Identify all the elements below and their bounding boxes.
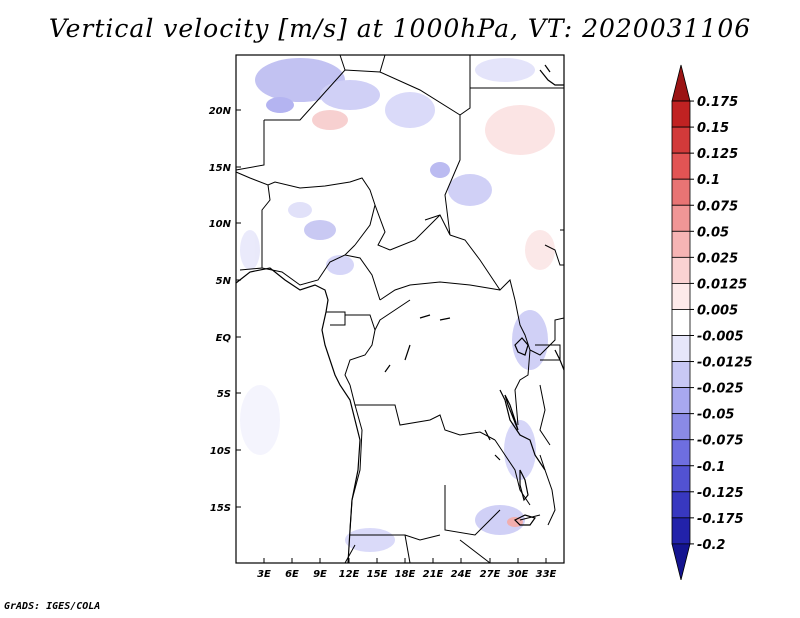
lon-axis <box>263 558 547 563</box>
colorbar-swatch <box>671 204 691 232</box>
colorbar-label: 0.0125 <box>697 277 747 292</box>
lon-label: 18E <box>395 569 416 580</box>
lat-label: 20N <box>209 106 232 117</box>
lat-label: 5S <box>217 389 231 400</box>
map-frame <box>235 54 565 564</box>
lon-label: 15E <box>367 569 388 580</box>
colorbar-label: -0.2 <box>697 538 725 553</box>
colorbar-label: 0.175 <box>697 95 738 110</box>
lon-label: 33E <box>536 569 557 580</box>
colorbar-swatch <box>671 413 691 441</box>
colorbar-labels: 0.175 0.15 0.125 0.1 0.075 0.05 0.025 0.0125 0.0… <box>690 95 753 553</box>
colorbar-swatch <box>671 361 691 388</box>
lat-label: 10N <box>209 219 232 230</box>
colorbar-label: 0.025 <box>697 251 738 266</box>
lat-labels: 20N 15N 10N 5N EQ 5S 10S 15S <box>209 106 232 514</box>
lat-label: EQ <box>216 333 232 344</box>
lat-axis <box>236 109 241 508</box>
lon-label: 6E <box>285 569 299 580</box>
lon-label: 21E <box>423 569 444 580</box>
colorbar-label: -0.125 <box>697 486 744 501</box>
colorbar-swatch <box>671 126 691 154</box>
colorbar-swatch <box>671 335 691 362</box>
colorbar-label: -0.0125 <box>697 356 753 371</box>
colorbar-label: 0.075 <box>697 199 738 214</box>
colorbar-swatch <box>671 64 691 102</box>
colorbar-swatch <box>671 256 691 284</box>
coastline <box>235 64 565 564</box>
colorbar-swatch <box>671 178 691 206</box>
colorbar-label: -0.175 <box>697 512 744 527</box>
colorbar-swatch <box>671 100 691 128</box>
colorbar-label: 0.05 <box>697 225 729 240</box>
colorbar-label: 0.125 <box>697 147 738 162</box>
colorbar-swatch <box>671 491 691 519</box>
colorbar-label: 0.15 <box>697 121 729 136</box>
lon-label: 24E <box>451 569 472 580</box>
lon-label: 9E <box>313 569 327 580</box>
lon-labels: 3E 6E 9E 12E 15E 18E 21E 24E 27E 30E 33E <box>257 569 556 580</box>
colorbar-label: 0.005 <box>697 303 738 318</box>
lon-label: 30E <box>508 569 529 580</box>
colorbar-swatch <box>671 517 691 545</box>
map-title: Vertical velocity [m/s] at 1000hPa, VT: … <box>48 14 752 43</box>
lakes <box>384 314 536 526</box>
colorbar-swatch <box>671 543 691 581</box>
colorbar-label: 0.1 <box>697 173 720 188</box>
lon-label: 12E <box>339 569 360 580</box>
colorbar-swatch <box>671 309 691 336</box>
colorbar-label: -0.1 <box>697 460 725 475</box>
lat-label: 5N <box>216 276 232 287</box>
colorbar-label: -0.005 <box>697 330 744 345</box>
colorbar-swatch <box>671 439 691 467</box>
colorbar-swatch <box>671 152 691 180</box>
lat-label: 10S <box>210 446 231 457</box>
colorbar-swatch <box>671 465 691 493</box>
colorbar-label: -0.025 <box>697 382 744 397</box>
colorbar-swatch <box>671 230 691 258</box>
colorbar-label: -0.075 <box>697 434 744 449</box>
colorbar-swatch <box>671 387 691 415</box>
lon-label: 27E <box>480 569 501 580</box>
colorbar-label: -0.05 <box>697 408 734 423</box>
colorbar-swatch <box>671 282 691 310</box>
lon-label: 3E <box>257 569 271 580</box>
map-panel <box>235 54 565 564</box>
colorbar <box>671 64 691 581</box>
grads-credit: GrADS: IGES/COLA <box>4 601 101 612</box>
lat-label: 15S <box>210 503 231 514</box>
lat-label: 15N <box>209 163 232 174</box>
